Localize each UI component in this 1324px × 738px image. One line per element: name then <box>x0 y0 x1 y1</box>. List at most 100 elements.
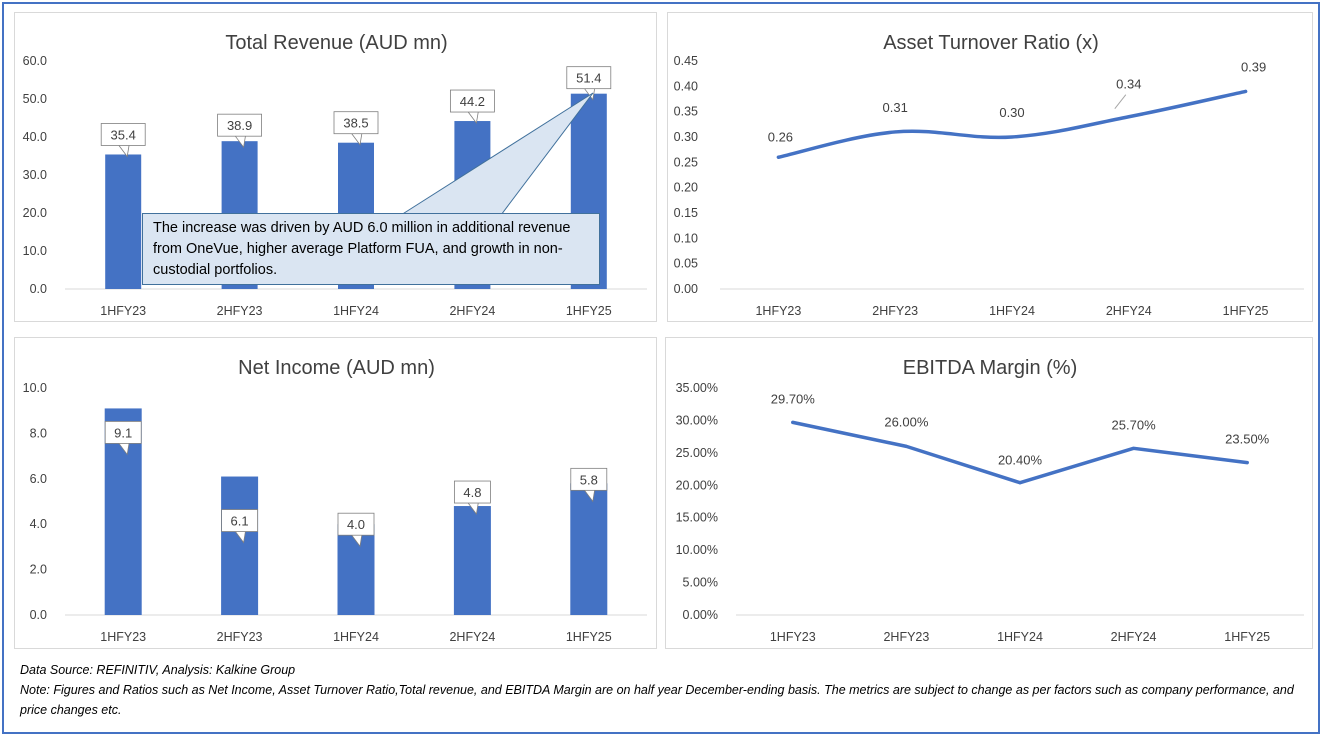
y-tick-label: 0.40 <box>674 79 698 93</box>
y-tick-label: 0.05 <box>674 257 698 271</box>
asset-turnover-chart-panel: Asset Turnover Ratio (x) 0.00 0.05 0.10 0.15… <box>667 12 1313 322</box>
chart-title: Asset Turnover Ratio (x) <box>883 32 1099 54</box>
y-tick-label: 20.00% <box>676 478 718 492</box>
data-label-box <box>104 421 142 444</box>
data-source-text: Data Source: REFINITIV, Analysis: Kalkin… <box>20 663 296 677</box>
data-label: 0.34 <box>1116 77 1141 92</box>
note-text: Note: Figures and Ratios such as Net Inc… <box>20 683 1294 717</box>
x-tick-label: 1HFY24 <box>989 304 1035 318</box>
x-tick-label: 1HFY25 <box>1224 630 1270 644</box>
x-tick-label: 1HFY23 <box>100 304 146 318</box>
data-label-box <box>453 480 491 504</box>
data-label: 0.39 <box>1241 59 1266 74</box>
y-tick-label: 20.0 <box>23 206 47 220</box>
y-tick-label: 5.00% <box>683 576 718 590</box>
data-label: 4.0 <box>347 517 365 532</box>
y-tick-label: 0.00 <box>674 282 698 296</box>
x-tick-label: 2HFY24 <box>449 304 495 318</box>
data-label-leader <box>1114 94 1127 110</box>
y-tick-label: 4.0 <box>30 517 47 531</box>
x-tick-label: 1HFY24 <box>333 630 379 644</box>
y-tick-label: 0.10 <box>674 231 698 245</box>
chart-title: EBITDA Margin (%) <box>903 357 1077 379</box>
y-tick-label: 0.15 <box>674 206 698 220</box>
y-tick-label: 0.30 <box>674 130 698 144</box>
data-label-box <box>449 89 495 113</box>
data-point <box>904 444 908 448</box>
asset-turnover-chart: Asset Turnover Ratio (x) 0.00 0.05 0.10 0.15… <box>674 32 1304 318</box>
y-tick-label: 6.0 <box>30 472 47 486</box>
data-label: 25.70% <box>1112 417 1157 432</box>
x-tick-label: 1HFY25 <box>1223 304 1269 318</box>
x-tick-label: 2HFY24 <box>1111 630 1157 644</box>
x-tick-label: 2HFY23 <box>883 630 929 644</box>
y-tick-label: 0.45 <box>674 54 698 68</box>
x-tick-label: 1HFY25 <box>566 630 612 644</box>
data-point <box>1010 135 1014 139</box>
data-label: 4.8 <box>463 485 481 500</box>
data-label: 0.26 <box>768 129 793 144</box>
data-label: 38.9 <box>227 118 252 133</box>
ebitda-margin-chart: EBITDA Margin (%) 0.00% 5.00% 10.00% 15.00% 2… <box>676 357 1304 644</box>
y-tick-label: 0.0 <box>30 282 47 296</box>
data-label: 6.1 <box>231 514 249 529</box>
y-tick-label: 8.0 <box>30 426 47 440</box>
y-tick-label: 0.0 <box>30 608 47 622</box>
revenue-annotation-callout: The increase was driven by AUD 6.0 milli… <box>142 213 600 285</box>
data-point <box>1018 481 1022 485</box>
annotation-pointer <box>399 92 594 216</box>
x-tick-label: 2HFY23 <box>872 304 918 318</box>
data-label: 51.4 <box>576 71 601 86</box>
y-tick-label: 0.20 <box>674 181 698 195</box>
data-point <box>1244 89 1248 93</box>
y-tick-label: 60.0 <box>23 54 47 68</box>
x-tick-label: 2HFY23 <box>217 304 263 318</box>
data-label-box <box>337 512 375 536</box>
y-tick-label: 0.25 <box>674 155 698 169</box>
bar <box>221 476 259 615</box>
data-label: 20.40% <box>998 453 1043 468</box>
data-label-box <box>217 113 263 137</box>
data-label-box <box>333 111 379 135</box>
x-tick-label: 2HFY24 <box>449 630 495 644</box>
data-point <box>791 420 795 424</box>
y-tick-label: 0.35 <box>674 105 698 119</box>
footer: Data Source: REFINITIV, Analysis: Kalkin… <box>20 660 1310 720</box>
y-tick-label: 30.00% <box>676 413 718 427</box>
bar <box>570 483 608 615</box>
y-tick-label: 50.0 <box>23 92 47 106</box>
data-label: 35.4 <box>111 127 136 142</box>
ebitda-margin-chart-panel: EBITDA Margin (%) 0.00% 5.00% 10.00% 15.00% 2… <box>665 337 1313 649</box>
data-label: 26.00% <box>884 414 929 429</box>
data-label-box <box>100 123 146 146</box>
chart-title: Net Income (AUD mn) <box>238 357 435 379</box>
x-tick-label: 2HFY23 <box>217 630 263 644</box>
net-income-chart-panel: Net Income (AUD mn) 0.0 2.0 4.0 6.0 8.0 10.0 1H… <box>14 337 657 649</box>
revenue-chart: Total Revenue (AUD mn) 0.0 10.0 20.0 30.0 40.… <box>23 32 647 318</box>
net-income-chart: Net Income (AUD mn) 0.0 2.0 4.0 6.0 8.0 10.0 1H… <box>23 357 647 644</box>
x-tick-label: 1HFY24 <box>997 630 1043 644</box>
y-tick-label: 15.00% <box>676 511 718 525</box>
y-tick-label: 35.00% <box>676 381 718 395</box>
data-point <box>1245 461 1249 465</box>
x-tick-label: 1HFY24 <box>333 304 379 318</box>
x-tick-label: 1HFY23 <box>100 630 146 644</box>
y-tick-label: 40.0 <box>23 130 47 144</box>
bar <box>453 506 491 615</box>
x-tick-label: 2HFY24 <box>1106 304 1152 318</box>
data-label: 5.8 <box>580 472 598 487</box>
data-label: 9.1 <box>114 425 132 440</box>
y-tick-label: 2.0 <box>30 563 47 577</box>
data-label: 38.5 <box>343 116 368 131</box>
data-point <box>1127 115 1131 119</box>
y-tick-label: 10.0 <box>23 381 47 395</box>
series-line <box>776 89 1248 160</box>
y-tick-label: 10.0 <box>23 244 47 258</box>
x-tick-label: 1HFY23 <box>770 630 816 644</box>
y-tick-label: 0.00% <box>683 608 718 622</box>
data-label: 29.70% <box>771 391 816 406</box>
x-tick-label: 1HFY25 <box>566 304 612 318</box>
data-label-box <box>566 66 612 90</box>
data-point <box>776 155 780 159</box>
